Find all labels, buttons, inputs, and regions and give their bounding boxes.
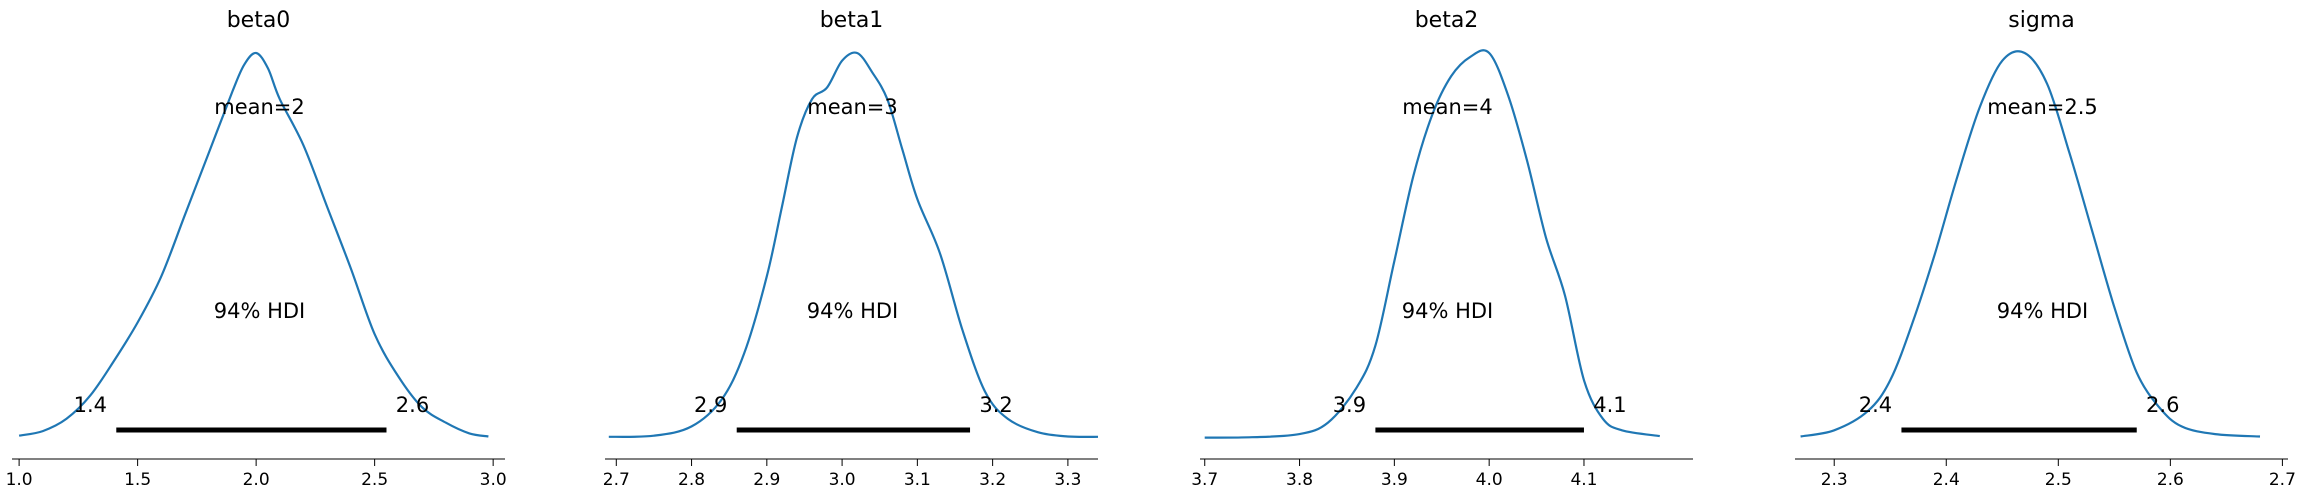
hdi-high-label: 3.2 xyxy=(979,393,1012,417)
mean-label: mean=2 xyxy=(214,95,305,119)
x-tick-label: 3.0 xyxy=(480,470,507,490)
hdi-low-label: 1.4 xyxy=(74,393,107,417)
density-curve xyxy=(608,51,1099,439)
x-tick-label: 3.9 xyxy=(1381,470,1408,490)
x-tick-label: 3.7 xyxy=(1191,470,1218,490)
x-tick-label: 1.0 xyxy=(6,470,33,490)
posterior-panel-beta1: beta1 mean=3 94% HDI 2.9 3.2 2.7 2.8 2.9 3.0 3.1 3… xyxy=(603,8,1099,490)
hdi-label: 94% HDI xyxy=(214,299,306,323)
mean-label: mean=3 xyxy=(807,95,898,119)
posterior-panel-sigma: sigma mean=2.5 94% HDI 2.4 2.6 2.3 2.4 2.5 2.6 2.… xyxy=(1795,8,2296,490)
x-tick-label: 2.6 xyxy=(2157,470,2184,490)
hdi-high-label: 4.1 xyxy=(1593,393,1626,417)
hdi-low-label: 2.9 xyxy=(694,393,727,417)
panel-title: beta1 xyxy=(820,8,884,33)
x-tick-label: 2.7 xyxy=(2269,470,2296,490)
x-tick-label: 2.8 xyxy=(678,470,705,490)
x-tick-label: 3.3 xyxy=(1054,470,1081,490)
hdi-high-label: 2.6 xyxy=(2146,393,2179,417)
x-tick-label: 2.0 xyxy=(243,470,270,490)
x-tick-label: 1.5 xyxy=(124,470,151,490)
hdi-low-label: 3.9 xyxy=(1333,393,1366,417)
density-curve xyxy=(18,51,489,438)
density-curve xyxy=(1204,49,1660,439)
x-tick-label: 3.2 xyxy=(979,470,1006,490)
panel-title: beta0 xyxy=(227,8,291,33)
x-tick-label: 3.8 xyxy=(1286,470,1313,490)
mean-label: mean=4 xyxy=(1402,95,1493,119)
x-tick-label: 2.3 xyxy=(1821,470,1848,490)
x-tick-label: 2.5 xyxy=(2045,470,2072,490)
x-tick-label: 3.0 xyxy=(829,470,856,490)
hdi-label: 94% HDI xyxy=(1402,299,1494,323)
hdi-high-label: 2.6 xyxy=(396,393,429,417)
panel-title: beta2 xyxy=(1415,8,1479,33)
mean-label: mean=2.5 xyxy=(1987,95,2098,119)
density-curve xyxy=(1800,50,2261,438)
x-tick-label: 2.9 xyxy=(753,470,780,490)
posterior-panel-beta0: beta0 mean=2 94% HDI 1.4 2.6 1.0 1.5 2.0 2.5 3.0 xyxy=(6,8,507,490)
x-tick-label: 3.1 xyxy=(904,470,931,490)
hdi-label: 94% HDI xyxy=(1997,299,2089,323)
panel-title: sigma xyxy=(2008,8,2074,33)
posterior-panel-beta2: beta2 mean=4 94% HDI 3.9 4.1 3.7 3.8 3.9 4.0 4.1 xyxy=(1191,8,1693,490)
x-tick-label: 4.1 xyxy=(1570,470,1597,490)
hdi-label: 94% HDI xyxy=(807,299,899,323)
x-tick-label: 4.0 xyxy=(1476,470,1503,490)
x-tick-label: 2.5 xyxy=(361,470,388,490)
x-tick-label: 2.7 xyxy=(603,470,630,490)
x-tick-label: 2.4 xyxy=(1933,470,1960,490)
hdi-low-label: 2.4 xyxy=(1859,393,1892,417)
